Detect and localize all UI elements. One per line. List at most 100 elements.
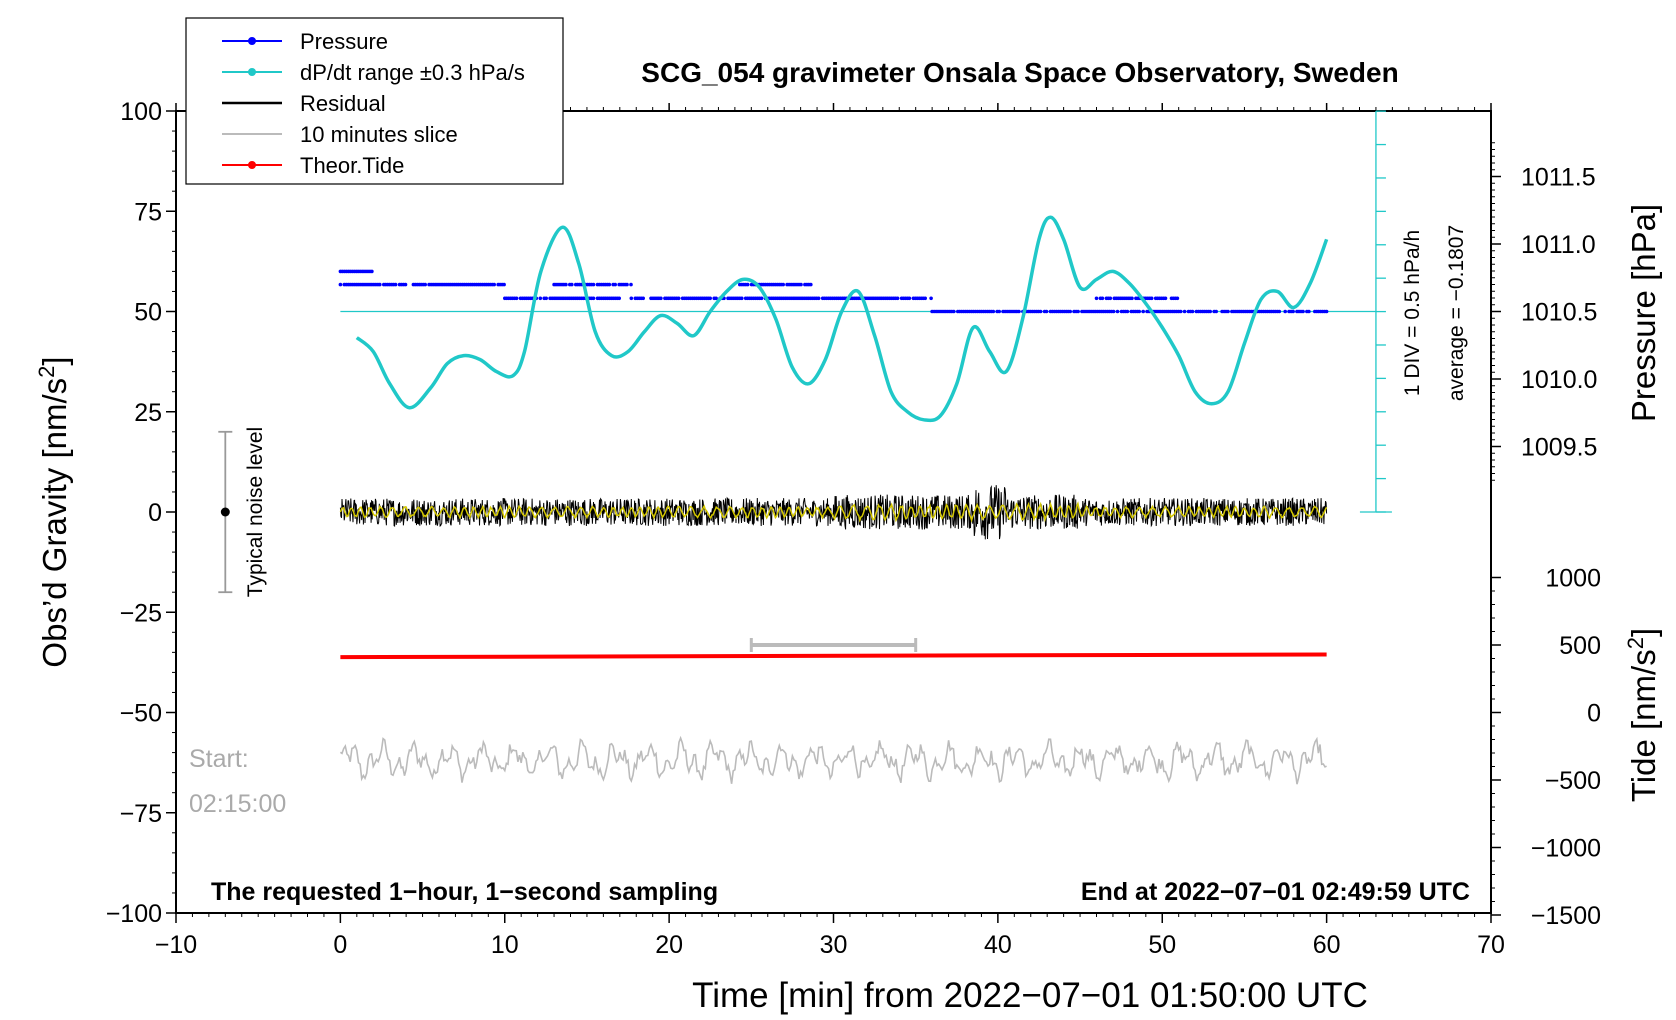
x-tick-label: 70 xyxy=(1477,931,1505,959)
scale-bar-div-label: 1 DIV = 0.5 hPa/h xyxy=(1401,230,1424,396)
pressure-point xyxy=(745,282,750,287)
pressure-point xyxy=(607,282,612,287)
pressure-point xyxy=(1115,309,1120,314)
pressure-point xyxy=(1130,296,1134,301)
pressure-point xyxy=(659,296,663,301)
legend-label: Residual xyxy=(300,91,386,116)
tide-tick-label: −500 xyxy=(1545,767,1601,795)
noise-level-marker xyxy=(218,430,233,594)
chart-title: SCG_054 gravimeter Onsala Space Observat… xyxy=(641,57,1398,88)
pressure-series xyxy=(338,269,1329,314)
tide-axis-label-close: ] xyxy=(1625,628,1662,637)
pressure-point xyxy=(629,296,634,301)
y-axis-label-left: Obs’d Gravity [nm/s2] xyxy=(34,356,73,667)
tide-line xyxy=(340,652,1327,660)
legend-box xyxy=(185,17,564,185)
x-tick-label: 40 xyxy=(984,931,1012,959)
dpdt-series xyxy=(355,215,1329,423)
pressure-tick-label: 1009.5 xyxy=(1521,434,1597,462)
annotation-sampling: The requested 1−hour, 1−second sampling xyxy=(211,878,718,906)
annotation-end-time: End at 2022−07−01 02:49:59 UTC xyxy=(1081,878,1470,906)
legend-label: Pressure xyxy=(300,29,388,54)
legend-label: dP/dt range ±0.3 hPa/s xyxy=(300,60,525,85)
x-tick-label: 50 xyxy=(1148,931,1176,959)
y-tick-label: 100 xyxy=(120,98,162,126)
pressure-point xyxy=(1283,309,1287,314)
pressure-tick-label: 1010.0 xyxy=(1521,366,1597,394)
x-tick-label: 0 xyxy=(333,931,347,959)
pressure-point xyxy=(1100,296,1105,301)
pressure-point xyxy=(403,282,408,287)
pressure-point xyxy=(570,282,574,287)
pressure-point xyxy=(1076,309,1080,314)
residual-series xyxy=(339,485,1328,540)
pressure-point xyxy=(1017,309,1021,314)
pressure-point xyxy=(613,282,617,287)
pressure-point xyxy=(338,282,343,287)
tide-axis-label: Tide [nm/s2] xyxy=(1623,628,1662,802)
pressure-tick-label: 1011.5 xyxy=(1521,164,1596,192)
y-tick-label: 0 xyxy=(148,499,162,527)
pressure-point xyxy=(1108,296,1113,301)
pressure-point xyxy=(895,296,900,301)
y-tick-label: −25 xyxy=(120,599,162,627)
legend-label: 10 minutes slice xyxy=(300,122,458,147)
pressure-point xyxy=(625,282,629,287)
legend-marker xyxy=(248,37,256,45)
residual-line xyxy=(339,485,1328,540)
pressure-point xyxy=(991,309,996,314)
pressure-point xyxy=(591,282,596,287)
tide-tick-label: −1000 xyxy=(1531,835,1601,863)
y-tick-label: 25 xyxy=(134,399,162,427)
pressure-point xyxy=(923,296,927,301)
x-tick-label: 20 xyxy=(655,931,683,959)
pressure-point xyxy=(544,296,548,301)
slice-range-marker xyxy=(749,638,918,652)
pressure-point xyxy=(708,296,712,301)
legend-entries: Pressure dP/dt range ±0.3 hPa/s Residual 10… xyxy=(222,29,525,178)
pressure-point xyxy=(1141,309,1145,314)
pressure-point xyxy=(1163,296,1168,301)
x-tick-label: 30 xyxy=(820,931,848,959)
pressure-point xyxy=(1137,309,1141,314)
pressure-point xyxy=(1175,296,1180,301)
pressure-tick-label: 1011.0 xyxy=(1521,231,1596,259)
pressure-point xyxy=(809,282,813,287)
tide-series xyxy=(340,652,1327,660)
tide-tick-label: −1500 xyxy=(1531,902,1601,930)
scale-bar-average-label: average = −0.1807 xyxy=(1445,225,1468,401)
legend: Pressure dP/dt range ±0.3 hPa/s Residual 10… xyxy=(185,17,564,185)
start-label: Start: xyxy=(189,745,249,773)
legend-marker xyxy=(248,68,256,76)
y-axis-label-left-close: ] xyxy=(36,356,73,365)
pressure-point xyxy=(378,282,382,287)
tide-tick-label: 500 xyxy=(1559,632,1601,660)
pressure-point xyxy=(714,296,718,301)
pressure-point xyxy=(1190,309,1195,314)
pressure-point xyxy=(502,282,506,287)
pressure-point xyxy=(759,296,764,301)
pressure-point xyxy=(1044,309,1049,314)
pressure-point xyxy=(676,296,681,301)
pressure-point xyxy=(1226,309,1230,314)
y-tick-label: 50 xyxy=(134,299,162,327)
pressure-point xyxy=(907,296,912,301)
pressure-point xyxy=(393,282,398,287)
dpdt-line xyxy=(355,215,1329,423)
legend-label: Theor.Tide xyxy=(300,153,404,178)
pressure-point xyxy=(423,282,428,287)
y-tick-label: −75 xyxy=(120,800,162,828)
slice-series xyxy=(339,735,1327,785)
y-axis-label-left-main: Obs’d Gravity [nm/s xyxy=(36,378,73,668)
tide-axis-label-main: Tide [nm/s xyxy=(1625,649,1662,802)
pressure-point xyxy=(1208,309,1212,314)
pressure-point xyxy=(1178,309,1183,314)
x-tick-label: −10 xyxy=(155,931,197,959)
tick-marks xyxy=(166,103,1501,923)
pressure-point xyxy=(641,296,645,301)
pressure-point xyxy=(799,282,803,287)
tide-axis-label-sup: 2 xyxy=(1623,637,1648,649)
x-axis-label: Time [min] from 2022−07−01 01:50:00 UTC xyxy=(692,976,1368,1015)
tide-tick-label: 0 xyxy=(1587,700,1601,728)
start-time: 02:15:00 xyxy=(189,790,286,818)
